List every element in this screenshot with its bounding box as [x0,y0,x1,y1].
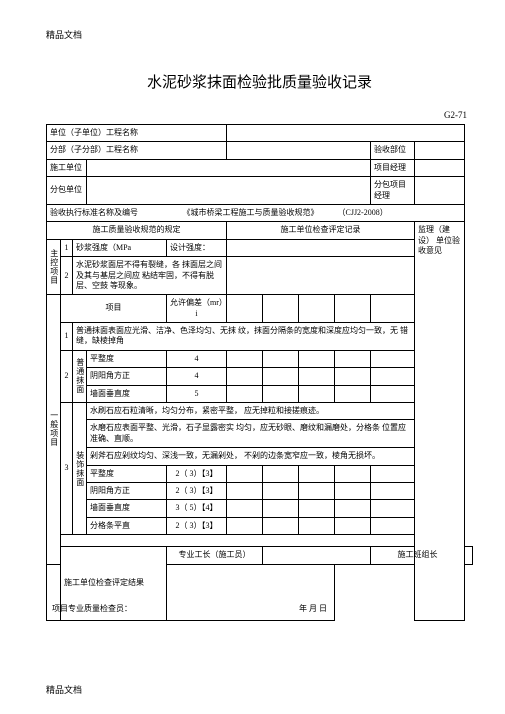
val-acceptance-dept [415,142,465,159]
gen-idx-2: 2 [61,350,73,402]
row-putong-1: 2 普通抹面 平整度 4 [47,350,473,367]
main-idx-1: 1 [61,239,73,256]
standard-name: 《城市桥梁工程施工与质量验收规范》 [167,204,335,221]
row-putong-3: 墙面垂直度 5 [47,385,473,402]
putong-val-0: 4 [167,350,227,367]
label-putong: 普通抹面 [73,350,87,402]
row-zs-1: 平整度 2（ 3）【3】 [47,465,473,482]
label-main-items: 主控项目 [47,239,61,295]
page-title: 水泥砂浆抹面检验批质量验收记录 [46,71,473,92]
row-construction-unit: 施工单位 项目经理 [47,159,473,176]
zs-val-1: 2（ 3）【3】 [167,482,227,499]
label-construction-unit: 施工单位 [47,159,87,176]
zs-name-2: 墙面垂直度 [87,500,167,517]
row-sig-heads: 施工单位检查评定结果 专业工长（施工员） 施工班组长 [47,547,473,564]
h2 [263,295,299,323]
label-team-leader: 施工班组长 [371,547,465,564]
row-main-2: 2 水泥砂浆面层不得有裂缝，各 抹面层之间及其与基层之间应 粘结牢固，不得有脱层… [47,257,473,295]
header-tag: 精品文档 [46,28,473,41]
gen-idx-1: 1 [61,323,73,351]
label-foreman: 专业工长（施工员） [167,547,263,564]
col-record: 施工单位检查评定记录 [227,222,415,239]
col-item: 项目 [61,295,167,323]
val-construction-unit [87,159,371,176]
zs-val-0: 2（ 3）【3】 [167,465,227,482]
zs-name-0: 平整度 [87,465,167,482]
main-idx-2: 2 [61,257,73,295]
main-table: 单位（子单位）工程名称 分部（子分部）工程名称 验收部位 施工单位 项目经理 分… [46,124,473,621]
row-zs-2: 阴阳角方正 2（ 3）【3】 [47,482,473,499]
putong-val-1: 4 [167,368,227,385]
row-zs-4: 分格条平直 2（ 3）【3】 [47,517,473,534]
footer-tag: 精品文档 [46,683,82,696]
gen-desc-1: 普通抹面表面应光滑、洁净、色泽均匀、无抹 纹，抹面分隔条的宽度和深度应均匀一致，… [73,323,415,351]
form-code: G2-71 [46,110,473,120]
val-sub-project [227,142,371,159]
label-general-items: 一般项目 [47,295,61,564]
row-standard: 验收执行标准名称及编号 《城市桥梁工程施工与质量验收规范》 （CJJ2-2008… [47,204,473,221]
row-spacer [47,535,473,547]
row-subcontractor: 分包单位 分包项目经理 [47,177,473,205]
row-sig-body: 项目专业质量检查员： 年 月 日 [47,564,473,620]
standard-code: （CJJ2-2008） [335,204,465,221]
col-tolerance: 允许偏差（mr）i [167,295,227,323]
h4 [335,295,371,323]
row-zs-desc-3: 剁斧石应剁纹均匀、深浅一致，无漏剁处， 不剁的边条宽窄应一致，棱角无损坏。 [47,448,473,465]
zs-desc-0: 水刷石应石粒清晰，均匀分布，紧密平整， 应无掉粒和接搓痕迹。 [87,403,415,420]
row-zs-3: 墙面垂直度 3（ 5）【4】 [47,500,473,517]
label-sub-pm: 分包项目经理 [371,177,415,205]
putong-name-1: 阴阳角方正 [87,368,167,385]
label-standard: 验收执行标准名称及编号 [47,204,167,221]
main-name-1: 砂浆强度（MPa [73,239,167,256]
putong-name-0: 平整度 [87,350,167,367]
col-spec: 施工质量验收规范的规定 [47,222,227,239]
main-val-2 [227,257,415,295]
putong-name-2: 墙面垂直度 [87,385,167,402]
label-acceptance-dept: 验收部位 [371,142,415,159]
label-unit-project: 单位（子单位）工程名称 [47,125,227,142]
putong-val-2: 5 [167,385,227,402]
row-gen-1: 1 普通抹面表面应光滑、洁净、色泽均匀、无抹 纹，抹面分隔条的宽度和深度应均匀一… [47,323,473,351]
zs-desc-1: 水磨石应表面平整、光滑，石子显露密实 均匀，应无砂眼、磨纹和漏磨处，分格条 位置… [87,420,415,448]
main-val-1 [227,239,415,256]
gen-idx-3: 3 [61,403,73,535]
row-unit-project: 单位（子单位）工程名称 [47,125,473,142]
zs-val-3: 2（ 3）【3】 [167,517,227,534]
h5 [371,295,415,323]
sig-area: 项目专业质量检查员： 年 月 日 [47,564,335,620]
label-project-manager: 项目经理 [371,159,415,176]
val-foreman [263,547,371,564]
h3 [299,295,335,323]
label-date: 年 月 日 [299,604,327,614]
label-inspector: 项目专业质量检查员： [52,604,132,614]
row-sub-project: 分部（子分部）工程名称 验收部位 [47,142,473,159]
zs-name-3: 分格条平直 [87,517,167,534]
val-team-leader [465,547,473,564]
val-unit-project [227,125,465,142]
row-putong-2: 阴阳角方正 4 [47,368,473,385]
row-main-1: 主控项目 1 砂浆强度（MPa 设计强度： [47,239,473,256]
label-subcontractor: 分包单位 [47,177,87,205]
row-zs-desc-1: 3 装饰抹面 水刷石应石粒清晰，均匀分布，紧密平整， 应无掉粒和接搓痕迹。 [47,403,473,420]
row-zs-desc-2: 水磨石应表面平整、光滑，石子显露密实 均匀，应无砂眼、磨纹和漏磨处，分格条 位置… [47,420,473,448]
row-headers: 施工质量验收规范的规定 施工单位检查评定记录 监理（建设） 单位验收意见 [47,222,473,239]
val-project-manager [415,159,465,176]
label-zhuangshi: 装饰抹面 [73,403,87,535]
row-gen-header: 一般项目 项目 允许偏差（mr）i [47,295,473,323]
zs-val-2: 3（ 5）【4】 [167,500,227,517]
zs-desc-2: 剁斧石应剁纹均匀、深浅一致，无漏剁处， 不剁的边条宽窄应一致，棱角无损坏。 [87,448,415,465]
zs-name-1: 阴阳角方正 [87,482,167,499]
main-name-2: 水泥砂浆面层不得有裂缝，各 抹面层之间及其与基层之间应 粘结牢固，不得有脱层、空… [73,257,227,295]
h1 [227,295,263,323]
label-sub-project: 分部（子分部）工程名称 [47,142,227,159]
val-subcontractor [87,177,371,205]
val-sub-pm [415,177,465,205]
design-strength-label: 设计强度： [167,239,227,256]
